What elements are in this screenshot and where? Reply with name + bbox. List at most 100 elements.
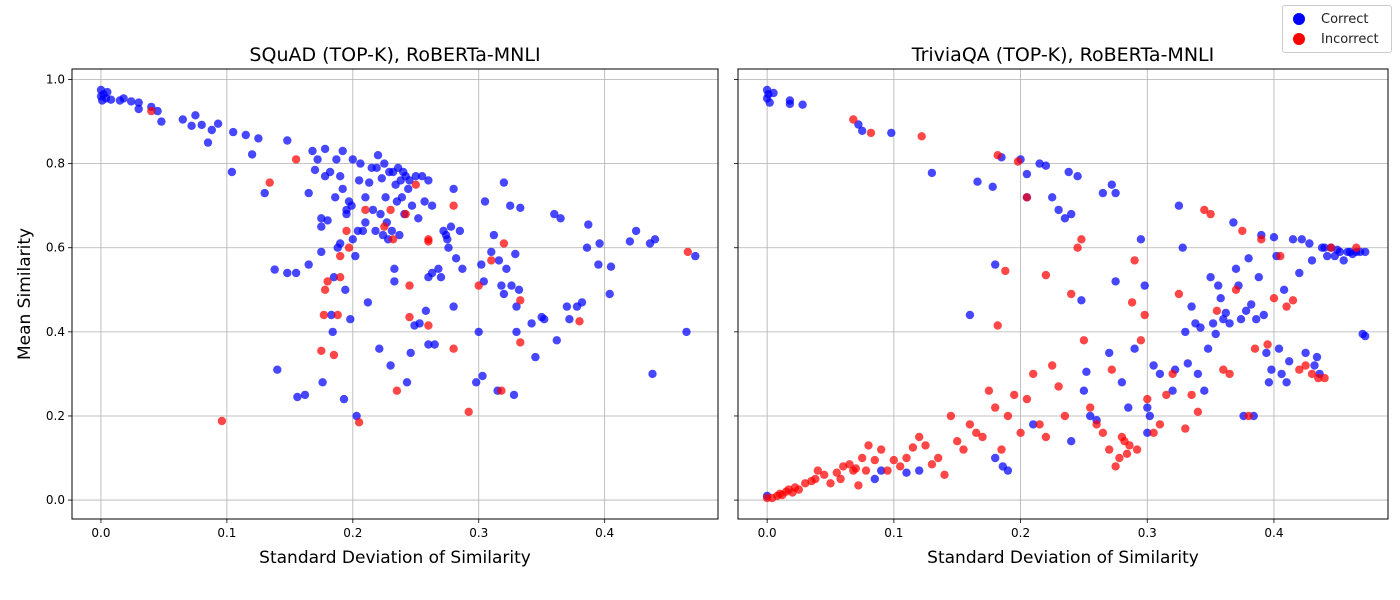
data-point-incorrect xyxy=(1122,449,1132,458)
data-point-correct xyxy=(1305,239,1314,248)
data-point-incorrect xyxy=(845,460,854,469)
data-point-correct xyxy=(1307,256,1317,265)
data-point-incorrect xyxy=(1079,336,1089,345)
data-point-correct xyxy=(229,127,238,137)
data-point-correct xyxy=(390,264,399,273)
data-point-correct xyxy=(472,378,481,387)
data-point-correct xyxy=(927,168,937,178)
data-point-correct xyxy=(562,302,572,311)
data-point-incorrect xyxy=(1001,266,1010,276)
data-point-incorrect xyxy=(1168,369,1177,379)
data-point-incorrect xyxy=(997,445,1006,454)
data-point-incorrect xyxy=(1092,420,1101,429)
data-point-incorrect xyxy=(265,178,274,187)
data-point-correct xyxy=(1259,310,1269,320)
data-point-incorrect xyxy=(851,464,860,473)
panel-triviaqa: 0.0 0.1 0.2 0.3 0.4 TriviaQA (TOP-K), RoBERTa… xyxy=(734,44,1389,568)
data-point-correct xyxy=(691,251,700,261)
data-point-correct xyxy=(650,235,660,244)
data-point-correct xyxy=(506,201,515,210)
data-point-correct xyxy=(887,128,896,138)
data-point-correct xyxy=(1216,294,1225,303)
data-point-correct xyxy=(283,268,292,278)
data-point-correct xyxy=(338,146,347,156)
data-point-correct xyxy=(1117,378,1127,387)
data-point-incorrect xyxy=(826,479,835,488)
data-point-correct xyxy=(1339,256,1348,265)
data-point-incorrect xyxy=(1115,453,1124,463)
data-point-correct xyxy=(336,172,345,181)
data-point-correct xyxy=(682,327,691,337)
x-tick-label: 0.1 xyxy=(217,526,236,540)
data-point-correct xyxy=(354,176,364,185)
y-tick-label: 0.0 xyxy=(46,493,65,507)
y-tick-label: 0.8 xyxy=(46,157,65,171)
data-point-correct xyxy=(247,150,257,159)
data-point-correct xyxy=(1267,365,1276,374)
data-point-correct xyxy=(407,201,417,210)
data-point-incorrect xyxy=(820,470,829,479)
data-point-correct xyxy=(1003,466,1013,475)
data-point-correct xyxy=(1241,306,1251,315)
data-point-incorrect xyxy=(336,273,345,282)
data-point-incorrect xyxy=(291,155,301,164)
data-point-incorrect xyxy=(1048,361,1057,370)
data-point-incorrect xyxy=(1132,445,1142,454)
chart-title: SQuAD (TOP-K), RoBERTa-MNLI xyxy=(249,44,540,66)
data-point-correct xyxy=(1312,352,1322,362)
data-point-correct xyxy=(1264,378,1274,387)
data-point-correct xyxy=(376,209,385,219)
data-point-correct xyxy=(1111,188,1120,198)
legend-label-correct: Correct xyxy=(1321,11,1369,27)
legend-item-incorrect: Incorrect xyxy=(1293,29,1391,49)
data-point-correct xyxy=(1060,214,1070,223)
data-point-correct xyxy=(368,205,378,215)
data-point-correct xyxy=(1067,437,1076,446)
data-point-correct xyxy=(187,121,196,130)
data-point-correct xyxy=(402,378,412,387)
data-point-correct xyxy=(291,268,301,278)
data-point-correct xyxy=(582,243,592,252)
data-point-correct xyxy=(1361,247,1370,257)
data-point-incorrect xyxy=(972,428,981,437)
y-tick-label: 0.6 xyxy=(46,241,65,255)
data-point-incorrect xyxy=(516,296,525,305)
data-point-correct xyxy=(1208,319,1218,328)
data-point-correct xyxy=(1244,254,1253,263)
data-point-correct xyxy=(371,226,380,236)
data-point-incorrect xyxy=(811,474,820,484)
data-point-correct xyxy=(1211,329,1220,339)
data-point-correct xyxy=(531,352,540,362)
data-point-incorrect xyxy=(1212,306,1222,315)
data-point-incorrect xyxy=(921,441,930,450)
data-point-correct xyxy=(348,235,357,244)
data-point-incorrect xyxy=(319,310,329,320)
x-tick-label: 0.0 xyxy=(758,526,777,540)
data-point-correct xyxy=(516,203,525,212)
data-point-incorrect xyxy=(1054,382,1063,391)
data-point-correct xyxy=(902,468,911,477)
data-point-correct xyxy=(499,289,509,299)
data-point-incorrect xyxy=(1206,209,1215,219)
data-point-correct xyxy=(317,222,326,231)
data-point-incorrect xyxy=(392,386,402,395)
data-point-correct xyxy=(375,344,384,353)
x-tick-label: 0.4 xyxy=(595,526,614,540)
data-point-correct xyxy=(119,94,128,103)
data-point-incorrect xyxy=(1013,157,1023,166)
data-point-correct xyxy=(351,251,360,261)
data-point-correct xyxy=(1067,209,1076,219)
data-point-incorrect xyxy=(1276,251,1285,261)
data-point-correct xyxy=(1187,302,1196,311)
data-point-correct xyxy=(328,327,337,337)
legend-label-incorrect: Incorrect xyxy=(1321,31,1379,47)
data-point-incorrect xyxy=(1029,369,1038,379)
data-point-incorrect xyxy=(1301,361,1310,370)
data-point-correct xyxy=(1022,169,1032,179)
data-point-correct xyxy=(390,277,399,286)
data-point-incorrect xyxy=(991,403,1000,412)
data-point-incorrect xyxy=(1288,296,1298,305)
data-point-incorrect xyxy=(978,432,987,442)
data-point-correct xyxy=(1086,411,1095,421)
data-point-correct xyxy=(499,178,509,187)
